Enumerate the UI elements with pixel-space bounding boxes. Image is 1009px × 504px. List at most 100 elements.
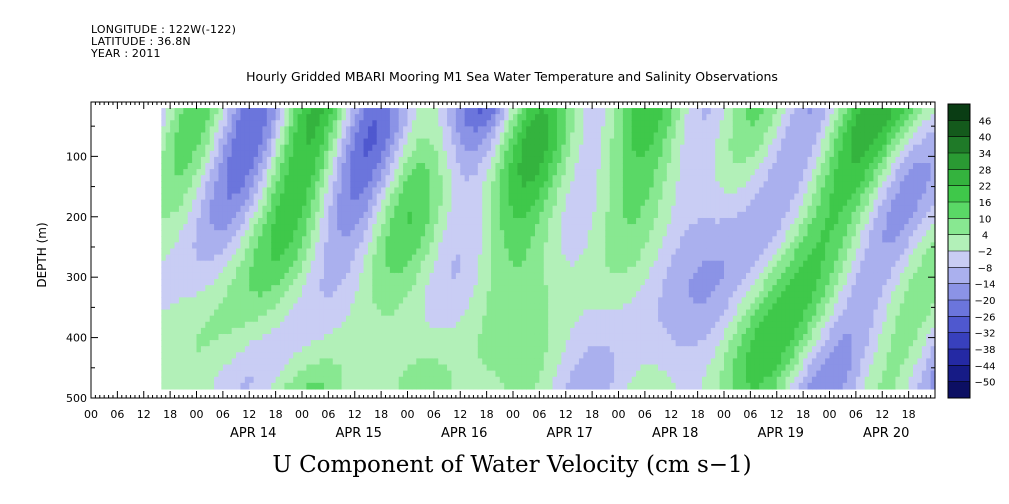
heatmap-cell (205, 358, 211, 366)
heatmap-cell (363, 205, 369, 213)
heatmap-cell (214, 217, 220, 225)
heatmap-cell (596, 138, 602, 146)
heatmap-cell (249, 217, 255, 225)
heatmap-cell (526, 199, 532, 207)
heatmap-cell (165, 156, 171, 164)
heatmap-cell (473, 242, 479, 250)
heatmap-cell (578, 254, 584, 262)
heatmap-cell (433, 346, 439, 353)
heatmap-cell (178, 297, 184, 305)
heatmap-cell (543, 199, 549, 207)
heatmap-cell (280, 260, 286, 268)
heatmap-cell (618, 144, 624, 152)
heatmap-cell (631, 346, 637, 353)
heatmap-cell (442, 352, 448, 360)
heatmap-cell (447, 352, 453, 360)
heatmap-cell (486, 382, 492, 390)
heatmap-cell (345, 175, 351, 182)
heatmap-cell (367, 352, 373, 360)
heatmap-cell (477, 150, 483, 158)
heatmap-cell (618, 169, 624, 176)
heatmap-cell (451, 376, 457, 384)
heatmap-cell (359, 376, 365, 384)
heatmap-cell (187, 254, 193, 262)
heatmap-cell (548, 382, 554, 390)
heatmap-cell (214, 333, 220, 341)
heatmap-cell (249, 266, 255, 274)
heatmap-cell (530, 327, 536, 335)
heatmap-cell (596, 224, 602, 231)
heatmap-cell (627, 303, 633, 311)
heatmap-cell (367, 248, 373, 256)
heatmap-cell (236, 211, 242, 219)
heatmap-cell (381, 108, 387, 115)
heatmap-cell (513, 370, 518, 378)
heatmap-cell (367, 346, 373, 353)
heatmap-cell (420, 346, 426, 353)
heatmap-cell (183, 248, 189, 256)
heatmap-cell (508, 370, 514, 378)
heatmap-cell (451, 382, 457, 390)
heatmap-cell (482, 156, 488, 164)
heatmap-cell (359, 187, 365, 195)
heatmap-cell (407, 156, 413, 164)
heatmap-cell (178, 285, 184, 292)
heatmap-cell (178, 382, 184, 390)
heatmap-cell (288, 138, 294, 146)
heatmap-cell (284, 248, 290, 256)
heatmap-cell (460, 364, 466, 372)
heatmap-cell (486, 376, 492, 384)
heatmap-cell (513, 333, 518, 341)
heatmap-cell (605, 193, 611, 201)
heatmap-cell (284, 242, 290, 250)
heatmap-cell (486, 321, 492, 329)
heatmap-cell (227, 376, 233, 384)
heatmap-cell (499, 230, 505, 237)
heatmap-cell (587, 376, 593, 384)
heatmap-cell (200, 382, 206, 390)
heatmap-cell (231, 181, 237, 189)
heatmap-cell (618, 358, 624, 366)
heatmap-cell (447, 266, 453, 274)
heatmap-cell (244, 266, 250, 274)
heatmap-cell (596, 193, 602, 201)
heatmap-cell (341, 309, 347, 317)
heatmap-cell (565, 217, 571, 225)
heatmap-cell (398, 242, 404, 250)
heatmap-cell (192, 382, 198, 390)
heatmap-cell (403, 224, 409, 231)
heatmap-cell (275, 181, 281, 189)
heatmap-cell (451, 132, 457, 140)
heatmap-cell (271, 132, 277, 140)
heatmap-cell (398, 358, 404, 366)
heatmap-cell (420, 156, 426, 164)
heatmap-cell (376, 230, 382, 237)
heatmap-cell (174, 279, 180, 286)
heatmap-cell (332, 279, 338, 286)
heatmap-cell (275, 150, 281, 158)
heatmap-cell (592, 358, 598, 366)
heatmap-cell (491, 340, 497, 347)
heatmap-cell (561, 285, 567, 292)
heatmap-cell (587, 150, 593, 158)
heatmap-cell (293, 315, 299, 323)
heatmap-cell (271, 370, 277, 378)
heatmap-cell (209, 132, 215, 140)
heatmap-cell (341, 181, 347, 189)
heatmap-cell (315, 199, 321, 207)
heatmap-cell (389, 211, 395, 219)
heatmap-cell (429, 291, 435, 298)
heatmap-cell (521, 266, 527, 274)
heatmap-cell (622, 382, 628, 390)
heatmap-cell (600, 114, 606, 121)
heatmap-cell (205, 120, 211, 127)
heatmap-cell (359, 138, 365, 146)
heatmap-cell (407, 382, 413, 390)
heatmap-cell (429, 120, 435, 127)
heatmap-cell (403, 309, 409, 317)
heatmap-cell (447, 144, 453, 152)
heatmap-cell (556, 346, 562, 353)
heatmap-cell (192, 230, 198, 237)
heatmap-cell (495, 364, 501, 372)
heatmap-cell (385, 193, 391, 201)
